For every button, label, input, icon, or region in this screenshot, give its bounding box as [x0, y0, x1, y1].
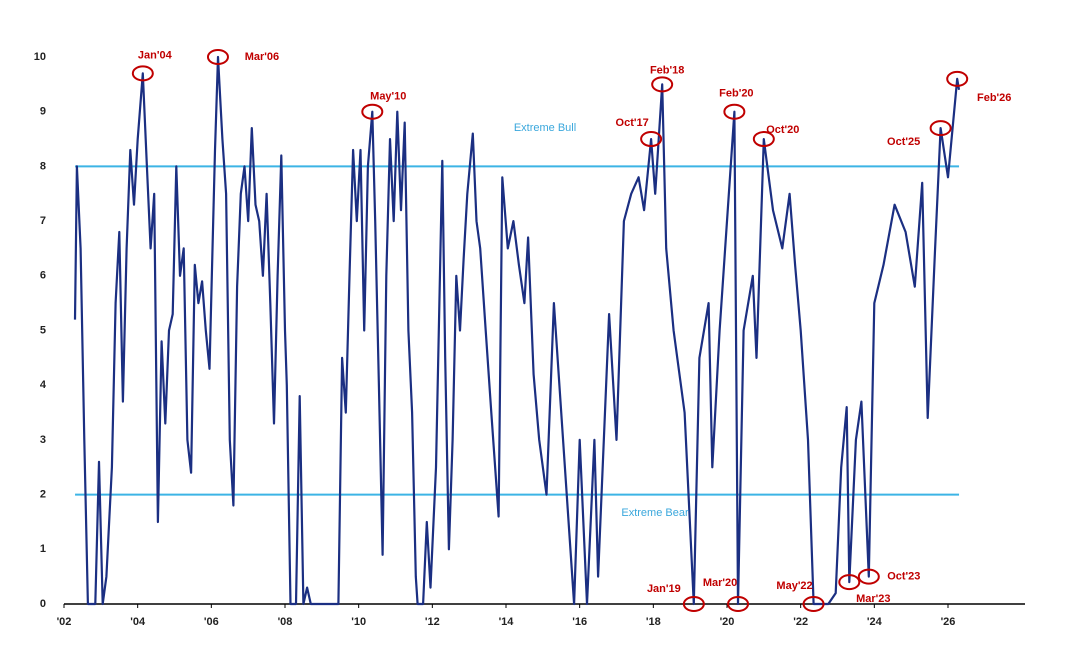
y-tick-label: 1	[40, 543, 46, 555]
annotation-label: May'22	[776, 580, 812, 592]
y-tick-label: 4	[40, 379, 47, 391]
annotation-label: Feb'20	[719, 88, 753, 100]
x-tick-label: '12	[425, 616, 440, 628]
annotation-label: May'10	[370, 91, 406, 103]
x-tick-label: '24	[867, 616, 883, 628]
annotation-circle	[206, 49, 229, 65]
annotation-label: Mar'20	[703, 577, 737, 589]
x-tick-label: '08	[278, 616, 293, 628]
annotation-circle	[929, 120, 952, 137]
annotation-circle	[752, 131, 775, 148]
x-tick-label: '10	[351, 616, 366, 628]
annotation-circle	[131, 65, 154, 82]
y-tick-label: 9	[40, 106, 46, 118]
annotation-label: Oct'17	[616, 117, 649, 129]
annotation-circle	[640, 131, 663, 148]
x-tick-label: '04	[130, 616, 146, 628]
annotation-label: Mar'06	[245, 51, 279, 63]
annotation-label: Feb'18	[650, 64, 684, 76]
annotation-label: Oct'20	[766, 124, 799, 136]
y-tick-label: 8	[40, 160, 46, 172]
y-tick-label: 10	[34, 51, 46, 63]
x-tick-label: '02	[57, 616, 72, 628]
y-tick-label: 0	[40, 598, 46, 610]
y-tick-label: 7	[40, 215, 46, 227]
annotation-circle	[946, 70, 969, 87]
annotation-circle	[361, 103, 384, 120]
x-tick-label: '26	[941, 616, 956, 628]
annotation-label: Oct'25	[887, 136, 920, 148]
annotation-label: Oct'23	[887, 571, 920, 583]
annotation-circle	[682, 596, 705, 612]
annotation-label: Mar'23	[856, 593, 890, 605]
threshold-label: Extreme Bear	[621, 506, 689, 519]
annotation-label: Feb'26	[977, 92, 1011, 104]
annotation-label: Jan'19	[647, 583, 681, 595]
y-tick-label: 3	[40, 434, 46, 446]
data-line	[73, 55, 961, 606]
x-tick-label: '20	[720, 616, 735, 628]
annotation-circle	[651, 76, 674, 93]
x-tick-label: '06	[204, 616, 219, 628]
annotation-circle	[857, 568, 880, 585]
x-tick-label: '22	[793, 616, 808, 628]
annotation-circle	[727, 596, 750, 612]
y-tick-label: 6	[40, 270, 46, 282]
annotation-circle	[802, 596, 825, 612]
y-tick-label: 2	[40, 489, 46, 501]
y-tick-label: 5	[40, 324, 46, 336]
x-tick-label: '16	[572, 616, 587, 628]
annotation-label: Jan'04	[138, 49, 173, 61]
threshold-label: Extreme Bull	[513, 122, 577, 135]
annotation-circle	[838, 574, 861, 591]
x-tick-label: '18	[646, 616, 661, 628]
annotation-circle	[723, 103, 746, 120]
x-tick-label: '14	[499, 616, 515, 628]
